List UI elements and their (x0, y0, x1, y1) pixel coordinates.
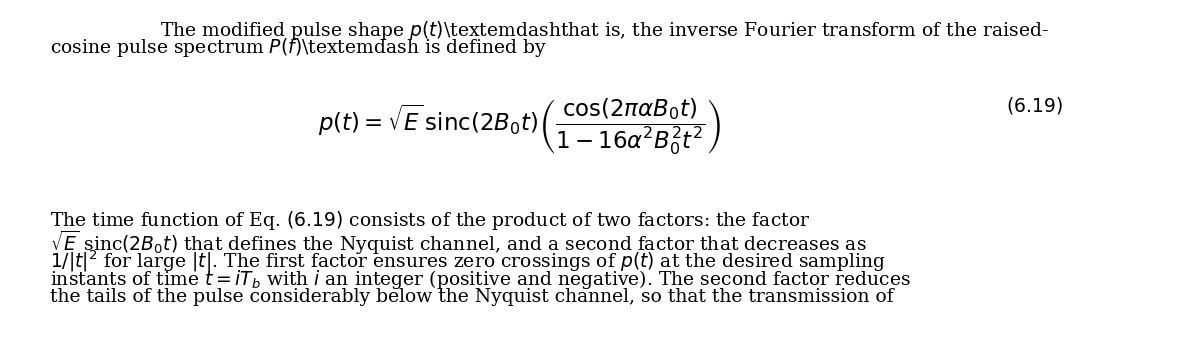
Text: $\sqrt{E}$ sinc$(2B_0 t)$ that defines the Nyquist channel, and a second factor : $\sqrt{E}$ sinc$(2B_0 t)$ that defines t… (49, 229, 866, 257)
Text: $1/|t|^2$ for large $|t|$. The first factor ensures zero crossings of $p(t)$ at : $1/|t|^2$ for large $|t|$. The first fac… (49, 249, 886, 274)
Text: instants of time $t = iT_b$ with $i$ an integer (positive and negative). The sec: instants of time $t = iT_b$ with $i$ an … (49, 268, 911, 291)
Text: the tails of the pulse considerably below the Nyquist channel, so that the trans: the tails of the pulse considerably belo… (49, 288, 894, 306)
Text: The time function of Eq. $(6.19)$ consists of the product of two factors: the fa: The time function of Eq. $(6.19)$ consis… (49, 209, 810, 232)
Text: $p(t) = \sqrt{E}\,\mathrm{sinc}(2B_0 t)\left(\dfrac{\cos(2\pi\alpha B_0 t)}{1 - : $p(t) = \sqrt{E}\,\mathrm{sinc}(2B_0 t)\… (318, 97, 721, 157)
Text: $(6.19)$: $(6.19)$ (1006, 95, 1063, 116)
Text: cosine pulse spectrum $P(f)$\textemdash is defined by: cosine pulse spectrum $P(f)$\textemdash … (49, 36, 547, 59)
Text: The modified pulse shape $p(t)$\textemdashthat is, the inverse Fourier transform: The modified pulse shape $p(t)$\textemda… (161, 19, 1049, 42)
